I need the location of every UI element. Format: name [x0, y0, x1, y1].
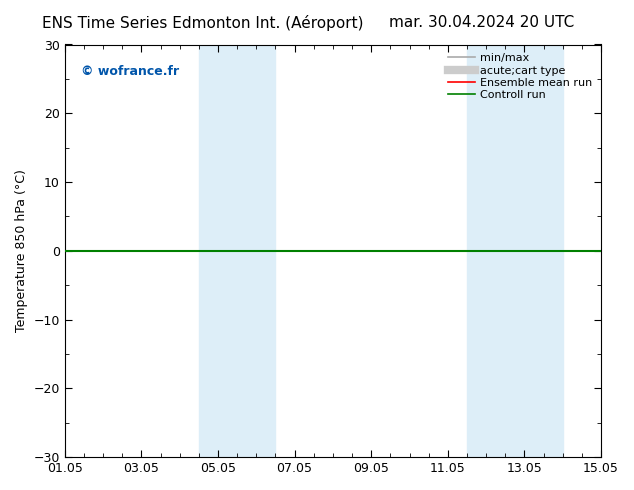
- Bar: [199, 45, 237, 457]
- Bar: [467, 45, 524, 457]
- Bar: [524, 45, 563, 457]
- Bar: [237, 45, 275, 457]
- Text: mar. 30.04.2024 20 UTC: mar. 30.04.2024 20 UTC: [389, 15, 574, 30]
- Y-axis label: Temperature 850 hPa (°C): Temperature 850 hPa (°C): [15, 170, 28, 332]
- Legend: min/max, acute;cart type, Ensemble mean run, Controll run: min/max, acute;cart type, Ensemble mean …: [444, 50, 595, 103]
- Text: © wofrance.fr: © wofrance.fr: [81, 65, 179, 78]
- Text: ENS Time Series Edmonton Int. (Aéroport): ENS Time Series Edmonton Int. (Aéroport): [42, 15, 364, 31]
